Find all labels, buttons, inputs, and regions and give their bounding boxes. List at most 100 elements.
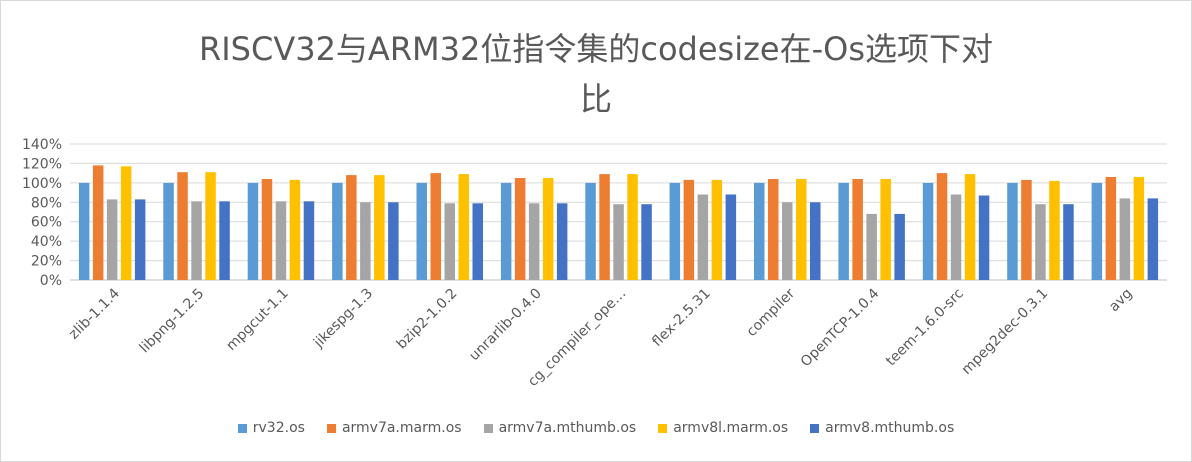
- bar-armv8-mthumb-os: [556, 203, 568, 280]
- bar-armv8-mthumb-os: [810, 202, 821, 280]
- bar-rv32-os: [332, 182, 343, 280]
- bar-armv8l-marm-os: [627, 174, 638, 280]
- bar-rv32-os: [585, 182, 596, 280]
- legend-swatch: [326, 423, 336, 433]
- bar-armv8l-marm-os: [542, 178, 554, 280]
- bar-armv8-mthumb-os: [303, 201, 315, 280]
- legend-item: armv7a.marm.os: [326, 420, 462, 436]
- bar-armv7a-mthumb-os: [950, 194, 962, 280]
- legend-swatch: [658, 423, 668, 433]
- bar-rv32-os: [247, 182, 259, 280]
- legend-item: armv8l.marm.os: [658, 420, 788, 436]
- bar-armv8-mthumb-os: [725, 194, 737, 280]
- bar-rv32-os: [163, 182, 174, 280]
- x-tick-label: avg: [1106, 286, 1136, 316]
- bar-armv8-mthumb-os: [894, 213, 905, 280]
- bar-armv7a-mthumb-os: [275, 201, 287, 280]
- bar-armv7a-marm-os: [514, 178, 526, 280]
- y-tick-label: 60%: [31, 215, 62, 231]
- x-tick-label: compiler: [744, 285, 799, 340]
- bar-rv32-os: [416, 182, 427, 280]
- bar-rv32-os: [669, 182, 681, 280]
- bar-armv8l-marm-os: [964, 174, 976, 280]
- bar-armv8l-marm-os: [289, 179, 301, 280]
- y-tick-label: 40%: [31, 234, 62, 250]
- bar-armv7a-mthumb-os: [528, 203, 540, 280]
- legend-label: rv32.os: [252, 420, 305, 436]
- bar-armv7a-marm-os: [261, 179, 273, 280]
- bar-armv7a-mthumb-os: [444, 203, 455, 280]
- bar-armv8l-marm-os: [1049, 180, 1060, 280]
- bar-rv32-os: [754, 182, 765, 280]
- x-tick-label: zlib-1.1.4: [66, 285, 123, 342]
- x-tick-label: mpeg2dec-0.3.1: [959, 286, 1051, 378]
- bar-armv7a-marm-os: [936, 173, 948, 280]
- bar-armv7a-mthumb-os: [106, 199, 118, 280]
- bar-armv8l-marm-os: [205, 172, 216, 280]
- x-tick-label: teem-1.6.0-src: [883, 286, 967, 370]
- x-tick-label: flex-2.5.31: [649, 286, 713, 350]
- y-tick-label: 120%: [22, 156, 62, 172]
- bar-armv7a-marm-os: [430, 173, 441, 280]
- legend-label: armv8l.marm.os: [673, 420, 789, 436]
- bar-armv8-mthumb-os: [219, 201, 230, 280]
- legend-item: armv7a.mthumb.os: [483, 420, 637, 436]
- y-tick-label: 20%: [31, 254, 62, 270]
- bar-armv7a-mthumb-os: [613, 204, 624, 280]
- bar-armv8l-marm-os: [458, 174, 469, 280]
- bar-armv7a-mthumb-os: [191, 201, 202, 280]
- legend-label: armv7a.marm.os: [341, 420, 462, 436]
- bar-armv7a-marm-os: [92, 165, 104, 280]
- x-tick-label: mpgcut-1.1: [223, 286, 291, 354]
- bar-rv32-os: [1007, 182, 1018, 280]
- bar-armv7a-marm-os: [599, 174, 610, 280]
- bar-rv32-os: [1091, 182, 1103, 280]
- chart-title-line1: RISCV32与ARM32位指令集的codesize在-Os选项下对: [198, 30, 994, 68]
- bar-armv8l-marm-os: [374, 175, 385, 280]
- bar-armv8-mthumb-os: [472, 203, 483, 280]
- bar-armv8l-marm-os: [711, 179, 723, 280]
- x-tick-label: OpenTCP-1.0.4: [798, 285, 883, 370]
- bar-armv7a-mthumb-os: [360, 202, 371, 280]
- bar-armv7a-mthumb-os: [1119, 198, 1131, 280]
- bar-armv8-mthumb-os: [1063, 204, 1074, 280]
- y-tick-label: 0%: [40, 273, 62, 289]
- y-tick-label: 140%: [22, 137, 62, 153]
- bar-armv7a-marm-os: [1021, 179, 1032, 280]
- bar-armv7a-marm-os: [177, 172, 188, 280]
- bar-armv7a-mthumb-os: [1035, 204, 1046, 280]
- bar-armv8l-marm-os: [1133, 177, 1145, 280]
- bar-armv7a-mthumb-os: [782, 202, 793, 280]
- chart-title-line2: 比: [579, 80, 612, 118]
- bar-rv32-os: [500, 182, 512, 280]
- legend-label: armv7a.mthumb.os: [498, 420, 637, 436]
- x-tick-label: libpng-1.2.5: [137, 286, 208, 357]
- bar-rv32-os: [78, 182, 90, 280]
- bar-armv7a-marm-os: [683, 179, 695, 280]
- bar-armv7a-marm-os: [1105, 177, 1117, 280]
- x-tick-label: jikespg-1.3: [310, 286, 376, 352]
- legend-item: rv32.os: [237, 420, 305, 436]
- legend-label: armv8.mthumb.os: [825, 420, 955, 436]
- bar-armv7a-marm-os: [852, 179, 863, 280]
- chart-legend: rv32.os armv7a.marm.os armv7a.mthumb.os arm…: [0, 420, 1192, 436]
- bar-armv7a-mthumb-os: [697, 194, 709, 280]
- bar-armv7a-mthumb-os: [866, 213, 877, 280]
- bar-armv7a-marm-os: [346, 175, 357, 280]
- bar-armv8-mthumb-os: [134, 199, 146, 280]
- bar-armv8-mthumb-os: [641, 204, 652, 280]
- x-tick-label: bzip2-1.0.2: [394, 286, 461, 353]
- bar-armv8l-marm-os: [120, 166, 132, 280]
- bar-armv8l-marm-os: [796, 179, 807, 280]
- legend-swatch: [810, 423, 820, 433]
- x-tick-label: cg_compiler_ope…: [525, 286, 629, 390]
- legend-item: armv8.mthumb.os: [810, 420, 954, 436]
- bar-rv32-os: [922, 182, 934, 280]
- bar-armv8-mthumb-os: [1147, 198, 1159, 280]
- x-tick-label: unrarlib-0.4.0: [466, 286, 545, 365]
- bar-armv8l-marm-os: [880, 179, 891, 280]
- bar-armv8-mthumb-os: [978, 195, 990, 280]
- bar-armv8-mthumb-os: [388, 202, 399, 280]
- y-tick-label: 80%: [31, 195, 62, 211]
